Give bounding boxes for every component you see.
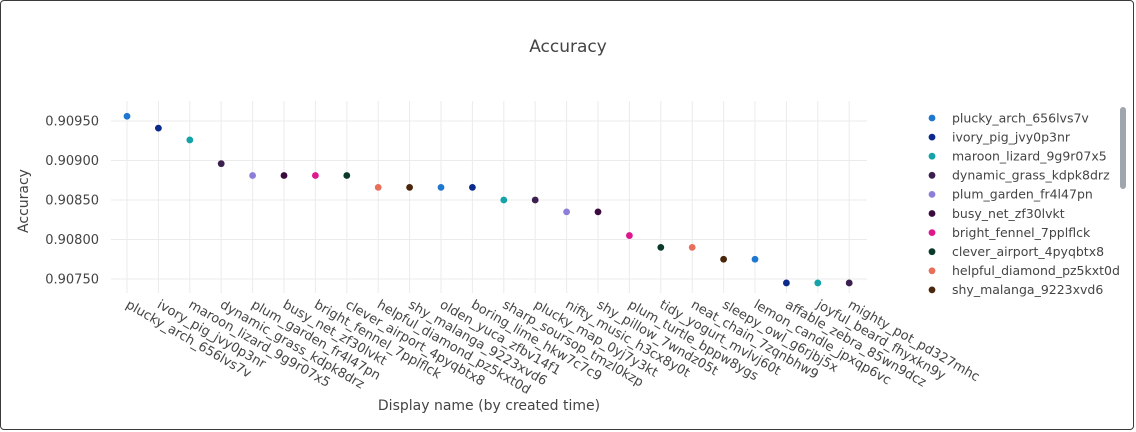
legend-scrollbar[interactable]	[1120, 107, 1126, 189]
x-tick-labels: plucky_arch_656lvs7vivory_pig_jvy0p3nrma…	[123, 297, 982, 398]
data-points	[123, 112, 853, 287]
x-axis-title: Display name (by created time)	[378, 398, 600, 414]
legend-item[interactable]: dynamic_grass_kdpk8drz	[952, 168, 1110, 183]
data-point[interactable]	[374, 183, 382, 191]
legend-item[interactable]: plucky_arch_656lvs7v	[952, 110, 1089, 125]
legend-marker	[928, 286, 936, 294]
legend-item[interactable]: plum_garden_fr4l47pn	[952, 187, 1093, 202]
data-point[interactable]	[469, 183, 476, 191]
y-axis-title: Accuracy	[16, 169, 32, 233]
legend-marker	[928, 152, 936, 160]
data-point[interactable]	[814, 279, 822, 287]
data-point[interactable]	[155, 124, 162, 132]
data-point[interactable]	[500, 196, 508, 204]
data-point[interactable]	[783, 279, 790, 287]
data-point[interactable]	[343, 172, 351, 179]
y-gridlines	[111, 120, 867, 280]
y-tick-label: 0.90750	[45, 273, 99, 288]
data-point[interactable]	[280, 172, 288, 179]
legend-item[interactable]: helpful_diamond_pz5kxt0d	[952, 263, 1120, 278]
data-point[interactable]	[688, 244, 696, 251]
x-gridlines	[126, 101, 850, 293]
data-point[interactable]	[563, 208, 570, 216]
legend-marker	[928, 248, 936, 256]
data-point[interactable]	[531, 196, 539, 204]
data-point[interactable]	[123, 112, 131, 120]
legend-marker	[928, 229, 936, 237]
y-tick-label: 0.90950	[45, 115, 99, 130]
legend-item[interactable]: bright_fennel_7pplflck	[952, 225, 1091, 240]
legend-marker	[928, 171, 936, 179]
y-tick-label: 0.90800	[45, 233, 99, 248]
legend-marker	[928, 191, 936, 198]
legend-item[interactable]: ivory_pig_jvy0p3nr	[952, 129, 1071, 144]
legend-marker	[928, 210, 936, 217]
data-point[interactable]	[751, 255, 759, 263]
data-point[interactable]	[217, 160, 225, 168]
data-point[interactable]	[406, 183, 413, 191]
y-tick-label: 0.90900	[45, 154, 99, 169]
data-point[interactable]	[720, 255, 727, 263]
data-point[interactable]	[594, 208, 602, 216]
data-point[interactable]	[845, 279, 853, 287]
legend-marker	[928, 133, 936, 141]
legend-item[interactable]: maroon_lizard_9g9r07x5	[952, 149, 1107, 164]
data-point[interactable]	[312, 172, 319, 179]
y-tick-labels: 0.90750 0.90800 0.90850 0.90900 0.90950	[45, 115, 99, 288]
legend-item[interactable]: clever_airport_4pyqbtx8	[952, 244, 1104, 259]
legend-item[interactable]: shy_malanga_9223xvd6	[952, 282, 1103, 297]
chart-title: Accuracy	[529, 37, 607, 57]
data-point[interactable]	[626, 232, 633, 239]
legend: plucky_arch_656lvs7v ivory_pig_jvy0p3nrma…	[928, 110, 1120, 297]
y-tick-label: 0.90850	[45, 194, 99, 209]
legend-marker	[928, 267, 936, 275]
legend-item[interactable]: busy_net_zf30lvkt	[952, 206, 1065, 221]
data-point[interactable]	[249, 172, 256, 179]
legend-marker	[928, 114, 936, 122]
data-point[interactable]	[186, 136, 194, 144]
data-point[interactable]	[437, 183, 445, 191]
data-point[interactable]	[657, 244, 665, 251]
